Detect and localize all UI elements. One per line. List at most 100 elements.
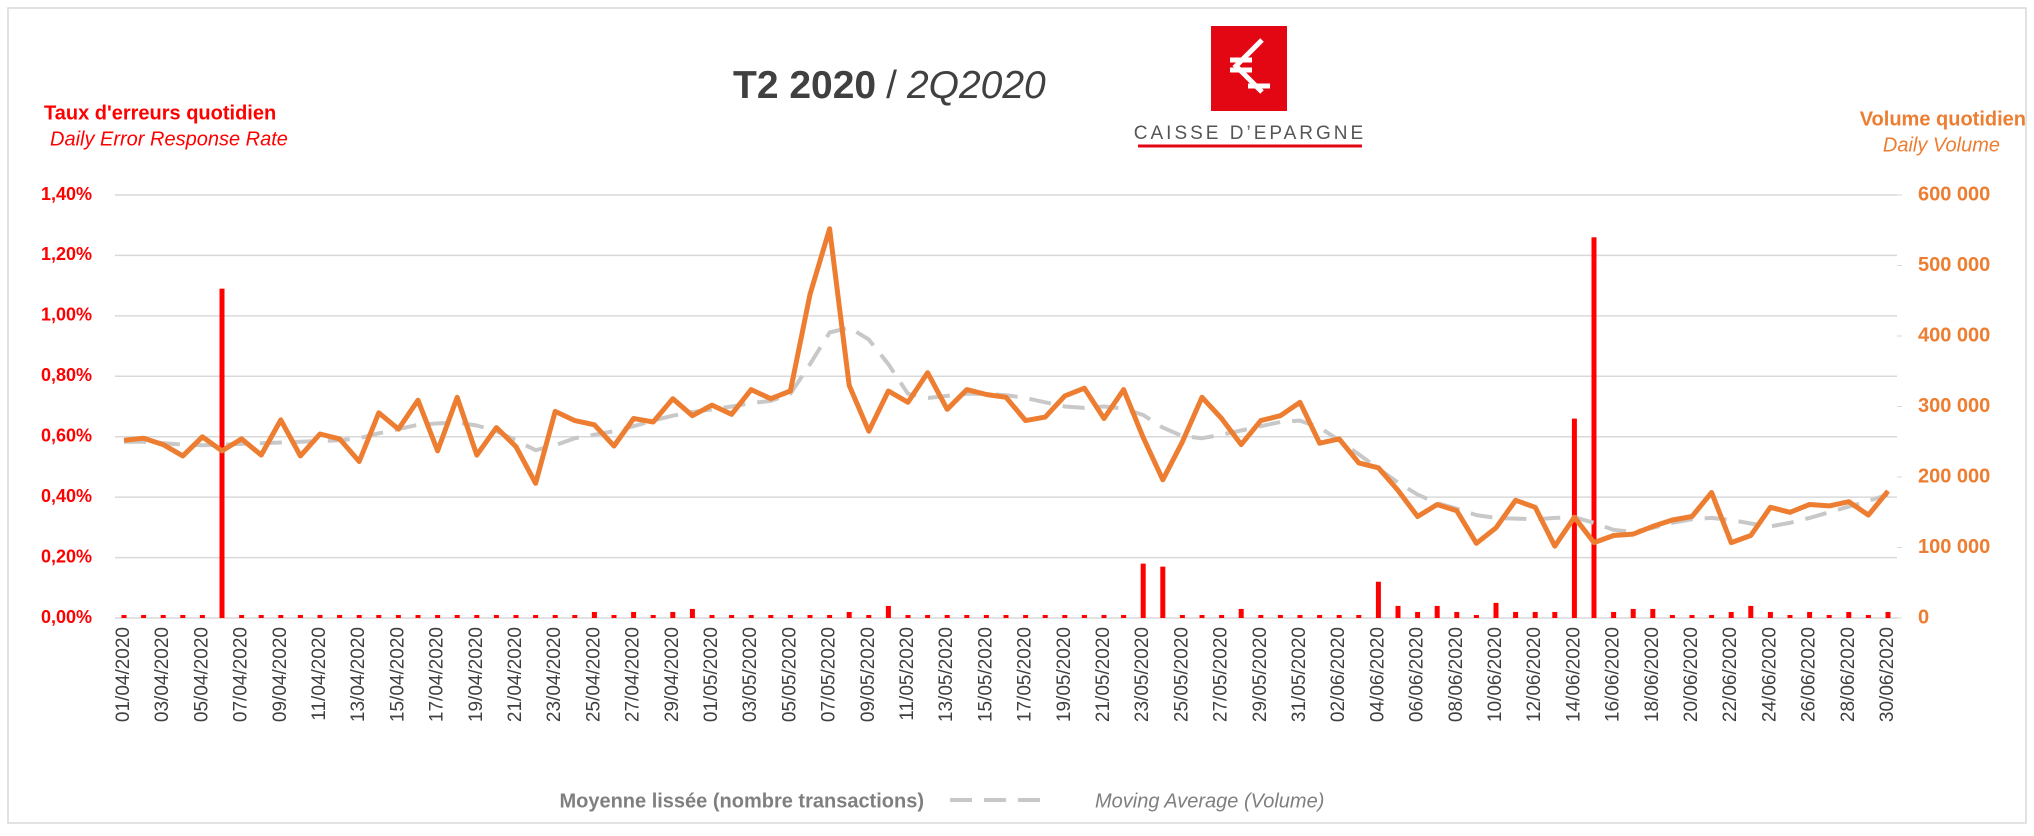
bar [278,614,284,618]
legend-label: Moyenne lissée (nombre transactions) [559,790,924,812]
bar [415,614,421,618]
x-tick-label: 10/06/2020 [1485,627,1506,722]
x-tick-label: 27/05/2020 [1211,627,1232,722]
bar [1023,614,1029,618]
x-tick-label: 25/04/2020 [583,627,604,722]
x-tick-label: 11/05/2020 [897,627,918,721]
y2-tick-label: 400 000 [1918,324,1990,346]
x-tick-label: 18/06/2020 [1642,627,1663,722]
x-tick-label: 15/05/2020 [975,627,996,722]
x-tick-label: 27/04/2020 [623,627,644,722]
x-tick-label: 23/05/2020 [1132,627,1153,722]
x-tick-label: 17/05/2020 [1015,627,1036,722]
bar [258,614,264,618]
x-tick-label: 28/06/2020 [1838,627,1859,722]
bar [1826,614,1832,618]
bar [1846,611,1852,618]
bar [1140,563,1146,618]
bar [650,614,656,618]
bar [1258,614,1264,618]
bar [1336,614,1342,618]
title-alt: 2Q2020 [906,64,1046,107]
bar [964,614,970,618]
bar [1062,614,1068,618]
bar [1650,608,1656,618]
y2-axis-title: Volume quotidien [1860,108,2026,130]
bar [1317,614,1323,618]
bar [180,614,186,618]
x-tick-label: 21/04/2020 [505,627,526,722]
bar [1748,605,1754,618]
x-tick-label: 25/05/2020 [1171,627,1192,722]
bar [1297,614,1303,618]
bar [1669,614,1675,618]
bar [1787,614,1793,618]
bar [1081,614,1087,618]
logo: CAISSE D’EPARGNE [1134,26,1363,148]
y-tick-label: 0,00% [41,607,92,627]
bar [983,614,989,618]
bar [611,614,617,618]
bar [1552,611,1558,618]
bar [513,614,519,618]
bar [1042,614,1048,618]
bar [199,614,205,618]
bar [1219,614,1225,618]
bar [925,614,931,618]
chart-title: T2 2020/2Q2020 [733,64,1046,107]
bar [1101,614,1107,618]
x-tick-label: 01/04/2020 [113,627,134,722]
x-tick-label: 13/04/2020 [348,627,369,722]
bar [1375,581,1381,618]
y-tick-label: 0,40% [41,486,92,506]
x-tick-label: 04/06/2020 [1367,627,1388,722]
y-tick-label: 1,20% [41,244,92,264]
bar [356,614,362,618]
bar [1160,566,1166,618]
y-axis-title: Taux d'erreurs quotidien [44,102,276,124]
bar [1356,614,1362,618]
bar [631,611,637,618]
x-tick-label: 12/06/2020 [1524,627,1545,722]
y2-tick-label: 300 000 [1918,395,1990,417]
bar [846,611,852,618]
y-tick-label: 0,20% [41,546,92,566]
bar [1513,611,1519,618]
bar [474,614,480,618]
x-tick-label: 13/05/2020 [936,627,957,722]
bar [376,614,382,618]
x-tick-label: 03/05/2020 [740,627,761,722]
y-tick-label: 0,60% [41,425,92,445]
bar [944,614,950,618]
y-tick-label: 0,80% [41,365,92,385]
bar [1434,605,1440,618]
y2-tick-label: 0 [1918,606,1929,628]
legend-label-alt: Moving Average (Volume) [1095,790,1324,812]
bar [317,614,323,618]
bar [1493,602,1499,618]
bar [1689,614,1695,618]
bar [905,614,911,618]
y2-tick-label: 100 000 [1918,536,1990,558]
y-tick-label: 1,00% [41,305,92,325]
bar [866,614,872,618]
bar [1395,605,1401,618]
bar [1885,611,1891,618]
logo-symbol [1230,38,1270,94]
y-axis-title-alt: Daily Error Response Rate [50,128,288,150]
bar [297,614,303,618]
bar [121,614,127,618]
bar [1807,611,1813,618]
x-tick-label: 17/04/2020 [427,627,448,722]
bar [885,605,891,618]
x-tick-label: 11/04/2020 [309,627,330,721]
bar [768,614,774,618]
bar [1532,611,1538,618]
bar [827,614,833,618]
x-tick-label: 07/04/2020 [231,627,252,722]
x-tick-label: 07/05/2020 [819,627,840,722]
x-tick-label: 29/05/2020 [1250,627,1271,722]
bar [533,614,539,618]
title-main: T2 2020 [733,64,876,107]
bar [748,614,754,618]
